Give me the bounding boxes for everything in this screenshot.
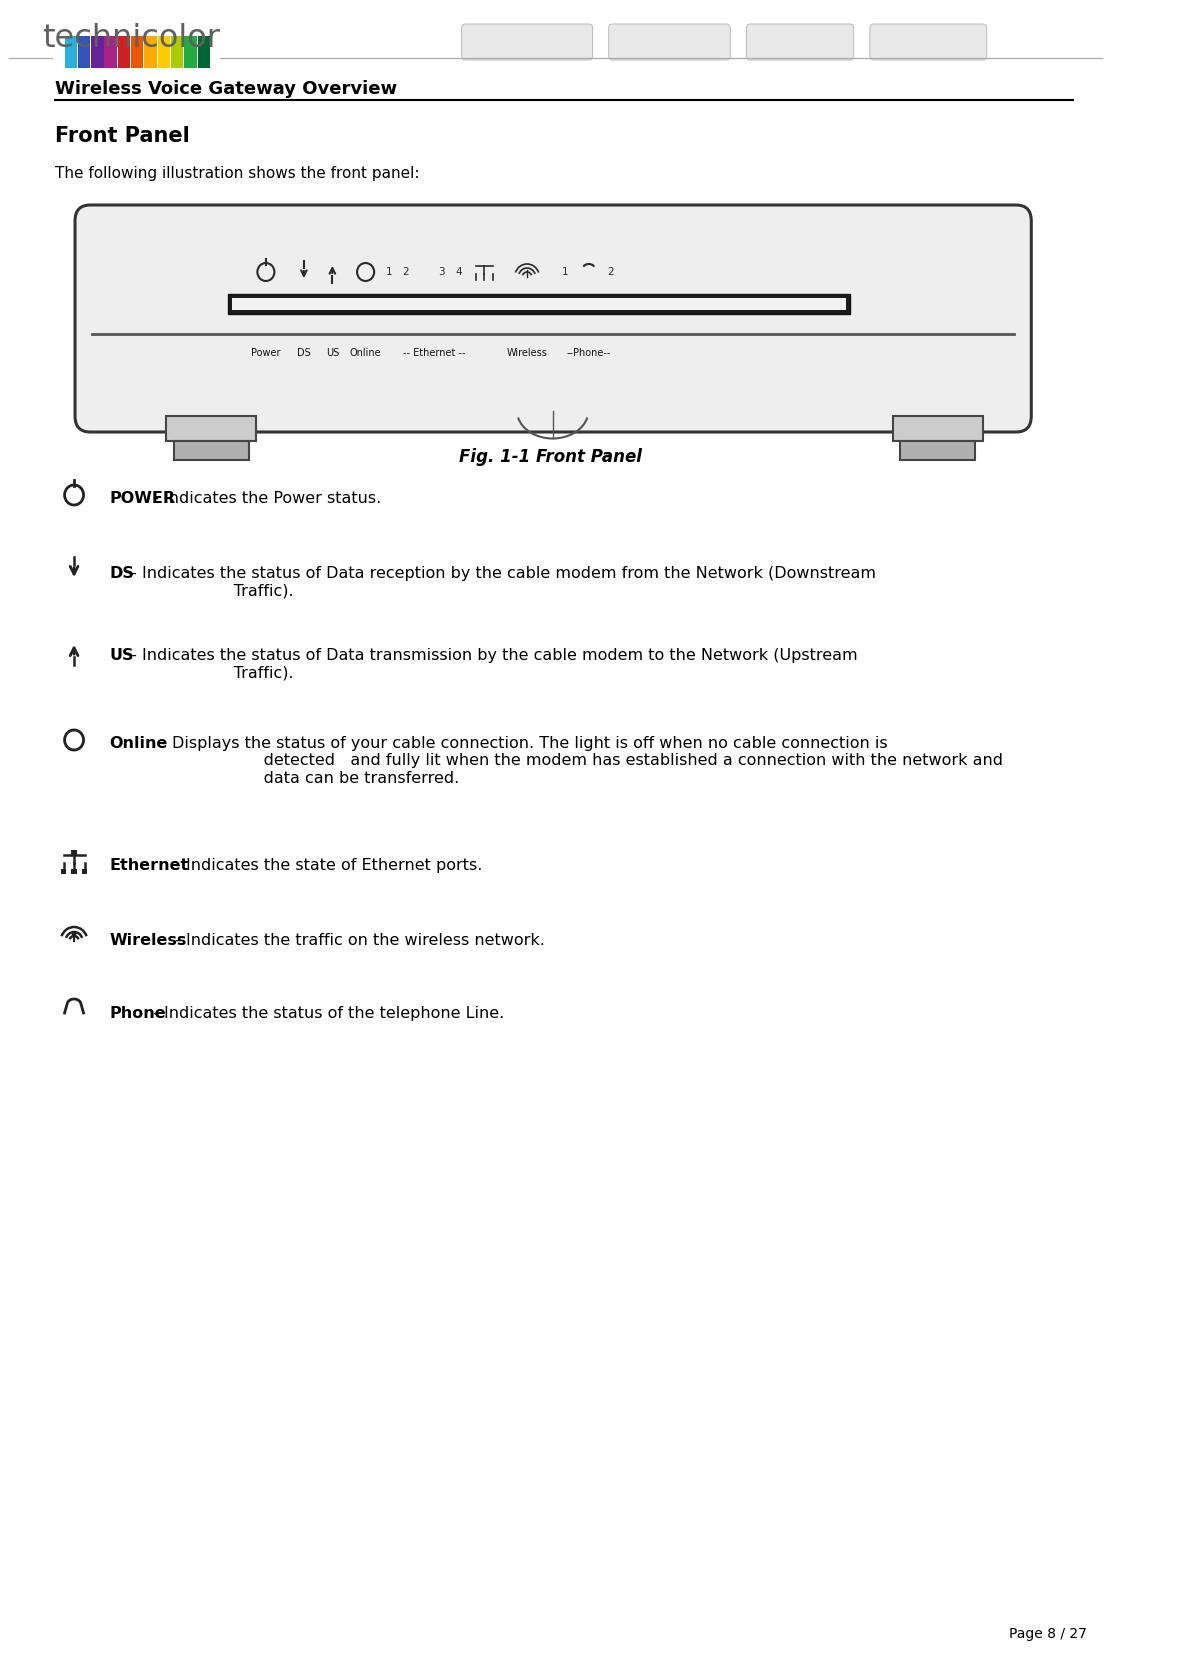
Text: Wireless Voice Gateway Overview: Wireless Voice Gateway Overview <box>55 80 398 98</box>
Text: DS: DS <box>110 566 135 581</box>
Text: 2: 2 <box>608 267 614 277</box>
Bar <box>228 293 850 313</box>
Bar <box>71 850 77 855</box>
Bar <box>197 37 210 68</box>
Text: 1: 1 <box>386 267 393 277</box>
Bar <box>131 37 144 68</box>
Bar <box>91 37 104 68</box>
Bar <box>144 37 157 68</box>
Text: Fig. 1-1 Front Panel: Fig. 1-1 Front Panel <box>459 448 642 466</box>
Text: 2: 2 <box>402 267 408 277</box>
Bar <box>231 298 846 310</box>
Bar <box>166 416 256 441</box>
Text: - Indicates the status of the telephone Line.: - Indicates the status of the telephone … <box>149 1006 504 1021</box>
Bar <box>158 37 170 68</box>
Text: technicolor: technicolor <box>42 23 219 53</box>
Text: - Indicates the status of Data reception by the cable modem from the Network (Do: - Indicates the status of Data reception… <box>126 566 876 598</box>
Bar <box>173 441 249 460</box>
Text: Wireless: Wireless <box>110 933 186 948</box>
Bar <box>81 870 87 875</box>
Circle shape <box>72 931 77 936</box>
Text: Power: Power <box>251 348 281 358</box>
Bar <box>171 37 183 68</box>
Bar <box>65 37 77 68</box>
Text: 3: 3 <box>438 267 445 277</box>
FancyBboxPatch shape <box>870 23 986 60</box>
Text: Wireless: Wireless <box>506 348 548 358</box>
Bar <box>78 37 90 68</box>
Text: US: US <box>326 348 339 358</box>
FancyBboxPatch shape <box>747 23 853 60</box>
Text: - Indicates the state of Ethernet ports.: - Indicates the state of Ethernet ports. <box>170 858 483 873</box>
Text: - Displays the status of your cable connection. The light is off when no cable c: - Displays the status of your cable conn… <box>156 736 1003 786</box>
FancyBboxPatch shape <box>461 23 592 60</box>
Text: 4: 4 <box>455 267 463 277</box>
Text: --Phone--: --Phone-- <box>566 348 611 358</box>
Bar <box>61 870 66 875</box>
Text: Front Panel: Front Panel <box>55 127 190 147</box>
Bar <box>118 37 130 68</box>
Bar <box>105 37 117 68</box>
FancyBboxPatch shape <box>609 23 730 60</box>
Text: -- Ethernet --: -- Ethernet -- <box>402 348 465 358</box>
Bar <box>892 416 983 441</box>
Text: Page 8 / 27: Page 8 / 27 <box>1009 1628 1087 1641</box>
Text: - Indicates the Power status.: - Indicates the Power status. <box>149 491 381 506</box>
Text: Ethernet: Ethernet <box>110 858 189 873</box>
Text: DS: DS <box>297 348 310 358</box>
Text: US: US <box>110 648 133 663</box>
Text: 1: 1 <box>562 267 569 277</box>
Text: POWER: POWER <box>110 491 176 506</box>
Text: Online: Online <box>110 736 168 751</box>
Text: Phone: Phone <box>110 1006 166 1021</box>
Text: - Indicates the status of Data transmission by the cable modem to the Network (U: - Indicates the status of Data transmiss… <box>126 648 858 680</box>
Bar <box>71 870 77 875</box>
Bar <box>184 37 197 68</box>
FancyBboxPatch shape <box>76 205 1031 431</box>
Text: - Indicates the traffic on the wireless network.: - Indicates the traffic on the wireless … <box>170 933 545 948</box>
Text: The following illustration shows the front panel:: The following illustration shows the fro… <box>55 167 420 182</box>
Bar <box>900 441 975 460</box>
Text: Online: Online <box>349 348 381 358</box>
